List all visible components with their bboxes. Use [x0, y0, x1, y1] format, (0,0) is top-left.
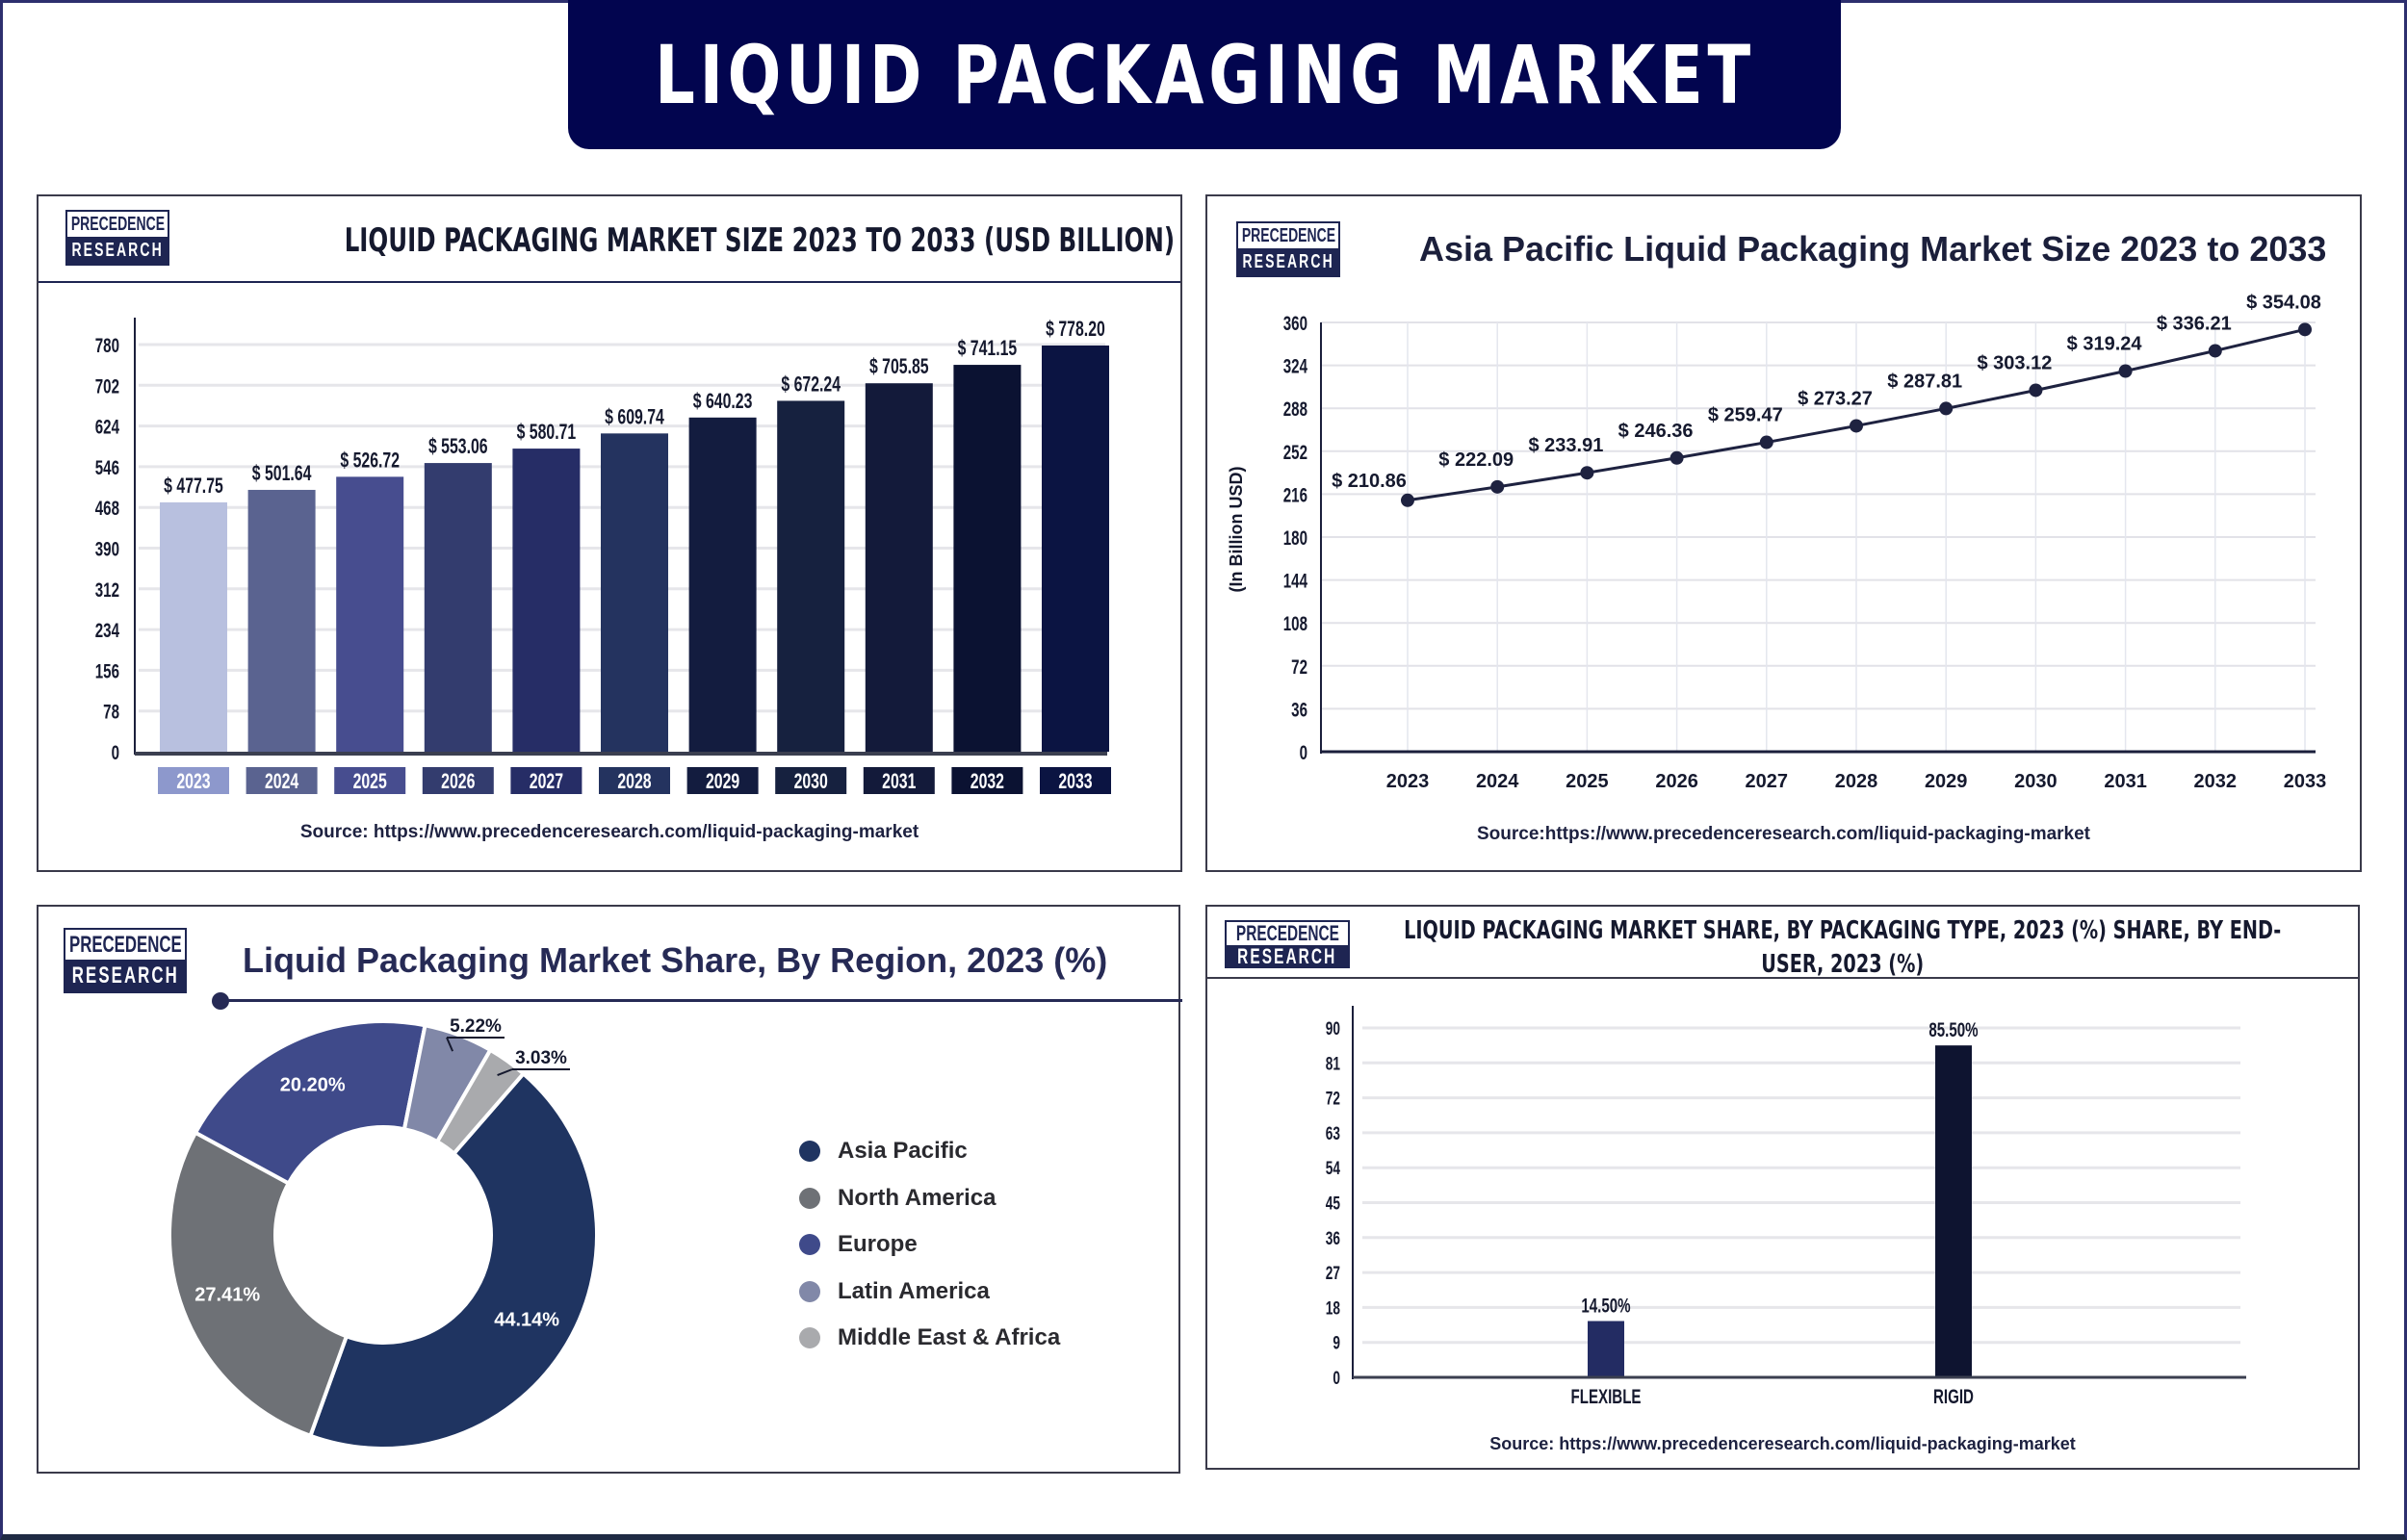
precedence-research-logo: PRECEDENCE RESEARCH — [64, 928, 187, 993]
title-underline — [221, 999, 1182, 1002]
page-title: LIQUID PACKAGING MARKET — [654, 27, 1755, 122]
legend-dot-icon — [799, 1280, 820, 1302]
chart-title: LIQUID PACKAGING MARKET SHARE, BY PACKAG… — [1404, 916, 2282, 979]
legend-item: Europe — [799, 1221, 1060, 1269]
chart-title: Asia Pacific Liquid Packaging Market Siz… — [1419, 229, 2327, 269]
legend-item: Latin America — [799, 1269, 1060, 1316]
chart-source: Source: https://www.precedenceresearch.c… — [1489, 1434, 2076, 1453]
legend: Asia Pacific North America Europe Latin … — [799, 1128, 1060, 1362]
logo-line1: PRECEDENCE — [70, 213, 165, 235]
logo-line1: PRECEDENCE — [68, 931, 182, 958]
legend-dot-icon — [799, 1187, 820, 1209]
legend-label: Asia Pacific — [838, 1138, 968, 1165]
chart-source: Source:https://www.precedenceresearch.co… — [1476, 824, 2091, 844]
panel-asia-pacific: PRECEDENCE RESEARCH Asia Pacific Liquid … — [1205, 194, 2362, 872]
panel-header-divider — [39, 281, 1180, 283]
logo-line2: RESEARCH — [71, 962, 179, 988]
panel-header-divider — [1207, 977, 2358, 979]
precedence-research-logo: PRECEDENCE RESEARCH — [65, 210, 169, 266]
legend-item: Asia Pacific — [799, 1128, 1060, 1175]
chart-title: LIQUID PACKAGING MARKET SIZE 2023 TO 203… — [344, 221, 1176, 260]
panel-market-size: PRECEDENCE RESEARCH LIQUID PACKAGING MAR… — [37, 194, 1182, 872]
precedence-research-logo: PRECEDENCE RESEARCH — [1236, 221, 1340, 277]
chart-source: Source: https://www.precedenceresearch.c… — [299, 822, 919, 842]
legend-dot-icon — [799, 1234, 820, 1256]
legend-label: Latin America — [838, 1277, 990, 1304]
logo-line1: PRECEDENCE — [1241, 224, 1335, 246]
chart-title: Liquid Packaging Market Share, By Region… — [243, 940, 1108, 980]
panel-region-share: PRECEDENCE RESEARCH Liquid Packaging Mar… — [37, 905, 1182, 1474]
logo-line2: RESEARCH — [1242, 250, 1334, 272]
legend-label: Europe — [838, 1231, 918, 1258]
logo-line2: RESEARCH — [71, 239, 164, 261]
header-banner: LIQUID PACKAGING MARKET — [568, 0, 1841, 149]
legend-label: North America — [838, 1184, 996, 1211]
legend-dot-icon — [799, 1141, 820, 1163]
legend-item: Middle East & Africa — [799, 1315, 1060, 1362]
logo-line2: RESEARCH — [1237, 944, 1337, 968]
legend-dot-icon — [799, 1327, 820, 1349]
legend-item: North America — [799, 1175, 1060, 1222]
title-underline-dot — [212, 992, 229, 1010]
precedence-research-logo: PRECEDENCE RESEARCH — [1225, 920, 1350, 968]
panel-packaging-type: PRECEDENCE RESEARCH LIQUID PACKAGING MAR… — [1205, 905, 2360, 1470]
legend-label: Middle East & Africa — [838, 1324, 1061, 1351]
logo-line1: PRECEDENCE — [1235, 921, 1339, 945]
